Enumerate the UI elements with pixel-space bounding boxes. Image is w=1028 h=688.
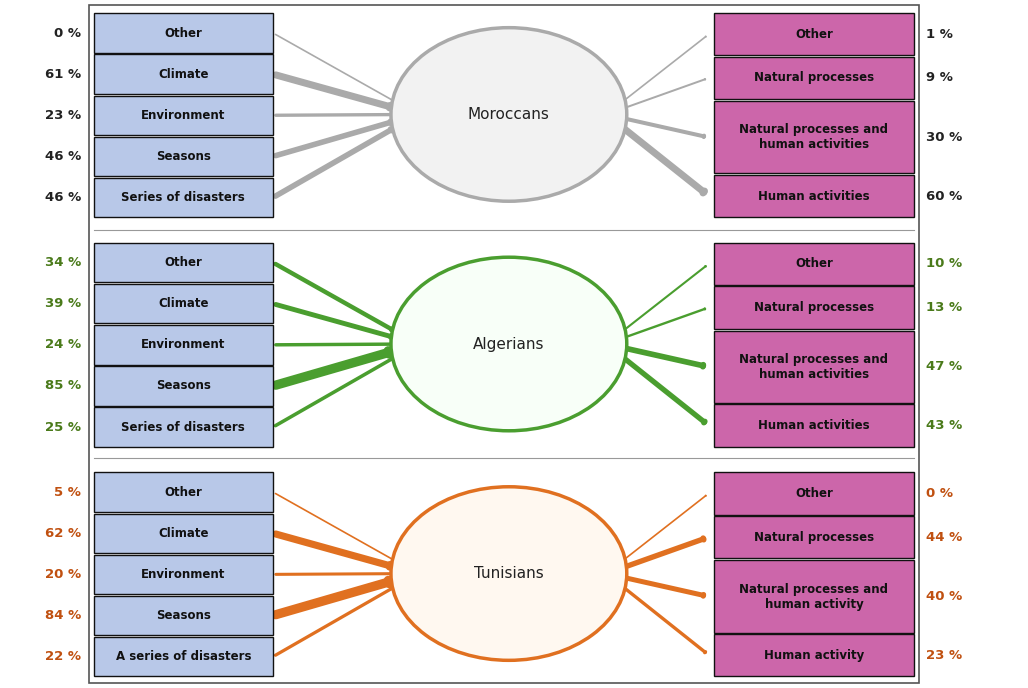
Text: Seasons: Seasons — [156, 150, 211, 163]
Ellipse shape — [391, 487, 627, 660]
Text: Climate: Climate — [158, 527, 209, 540]
FancyBboxPatch shape — [713, 516, 914, 558]
Text: Other: Other — [795, 28, 833, 41]
Text: Climate: Climate — [158, 67, 209, 80]
Text: Environment: Environment — [141, 568, 225, 581]
Text: Human activities: Human activities — [758, 189, 870, 202]
Text: Natural processes and
human activities: Natural processes and human activities — [739, 353, 888, 381]
FancyBboxPatch shape — [713, 405, 914, 447]
Text: Series of disasters: Series of disasters — [121, 191, 246, 204]
Text: 22 %: 22 % — [45, 650, 81, 663]
FancyBboxPatch shape — [713, 286, 914, 329]
FancyBboxPatch shape — [94, 13, 273, 53]
FancyBboxPatch shape — [713, 56, 914, 99]
Text: 39 %: 39 % — [45, 297, 81, 310]
FancyBboxPatch shape — [94, 555, 273, 594]
Text: 34 %: 34 % — [45, 256, 81, 269]
FancyBboxPatch shape — [713, 175, 914, 217]
Text: 44 %: 44 % — [926, 530, 962, 544]
Text: 1 %: 1 % — [926, 28, 953, 41]
FancyBboxPatch shape — [713, 243, 914, 285]
FancyBboxPatch shape — [713, 472, 914, 515]
Text: Environment: Environment — [141, 109, 225, 122]
Text: 46 %: 46 % — [45, 150, 81, 163]
Text: 62 %: 62 % — [45, 527, 81, 540]
FancyBboxPatch shape — [94, 366, 273, 406]
Text: 61 %: 61 % — [45, 67, 81, 80]
FancyBboxPatch shape — [94, 473, 273, 512]
Ellipse shape — [391, 28, 627, 201]
Text: 60 %: 60 % — [926, 189, 962, 202]
FancyBboxPatch shape — [713, 561, 914, 632]
Text: 20 %: 20 % — [45, 568, 81, 581]
Text: Natural processes and
human activities: Natural processes and human activities — [739, 123, 888, 151]
Text: Algerians: Algerians — [473, 336, 545, 352]
Text: 47 %: 47 % — [926, 361, 962, 374]
FancyBboxPatch shape — [94, 243, 273, 282]
Text: 25 %: 25 % — [45, 420, 81, 433]
Text: Tunisians: Tunisians — [474, 566, 544, 581]
Text: 10 %: 10 % — [926, 257, 962, 270]
Text: 43 %: 43 % — [926, 419, 962, 432]
Text: 30 %: 30 % — [926, 131, 962, 144]
FancyBboxPatch shape — [94, 284, 273, 323]
FancyBboxPatch shape — [94, 325, 273, 365]
FancyBboxPatch shape — [94, 54, 273, 94]
FancyBboxPatch shape — [94, 96, 273, 135]
Text: 5 %: 5 % — [54, 486, 81, 499]
Text: 24 %: 24 % — [45, 338, 81, 352]
Ellipse shape — [391, 257, 627, 431]
Text: 46 %: 46 % — [45, 191, 81, 204]
Text: 9 %: 9 % — [926, 72, 953, 85]
Text: Natural processes: Natural processes — [754, 530, 874, 544]
Text: 23 %: 23 % — [926, 649, 962, 662]
Text: Seasons: Seasons — [156, 609, 211, 622]
Text: Moroccans: Moroccans — [468, 107, 550, 122]
FancyBboxPatch shape — [713, 13, 914, 56]
Text: 23 %: 23 % — [45, 109, 81, 122]
Text: Climate: Climate — [158, 297, 209, 310]
Text: 40 %: 40 % — [926, 590, 962, 603]
FancyBboxPatch shape — [713, 331, 914, 403]
Text: Natural processes: Natural processes — [754, 72, 874, 85]
Text: A series of disasters: A series of disasters — [115, 650, 251, 663]
Text: Other: Other — [164, 486, 203, 499]
Text: Other: Other — [795, 487, 833, 499]
FancyBboxPatch shape — [94, 407, 273, 447]
Text: 0 %: 0 % — [54, 27, 81, 39]
FancyBboxPatch shape — [94, 637, 273, 676]
Text: Natural processes and
human activity: Natural processes and human activity — [739, 583, 888, 610]
FancyBboxPatch shape — [94, 137, 273, 176]
Text: 85 %: 85 % — [45, 379, 81, 392]
Text: Natural processes: Natural processes — [754, 301, 874, 314]
FancyBboxPatch shape — [713, 101, 914, 173]
Text: 0 %: 0 % — [926, 487, 953, 499]
FancyBboxPatch shape — [94, 596, 273, 635]
Text: Other: Other — [164, 256, 203, 269]
Text: 13 %: 13 % — [926, 301, 962, 314]
Text: Human activity: Human activity — [764, 649, 864, 662]
Text: Other: Other — [795, 257, 833, 270]
Text: Human activities: Human activities — [758, 419, 870, 432]
FancyBboxPatch shape — [713, 634, 914, 676]
FancyBboxPatch shape — [94, 178, 273, 217]
FancyBboxPatch shape — [94, 513, 273, 553]
Text: 84 %: 84 % — [45, 609, 81, 622]
Text: Environment: Environment — [141, 338, 225, 352]
Text: Other: Other — [164, 27, 203, 39]
Text: Series of disasters: Series of disasters — [121, 420, 246, 433]
Text: Seasons: Seasons — [156, 379, 211, 392]
